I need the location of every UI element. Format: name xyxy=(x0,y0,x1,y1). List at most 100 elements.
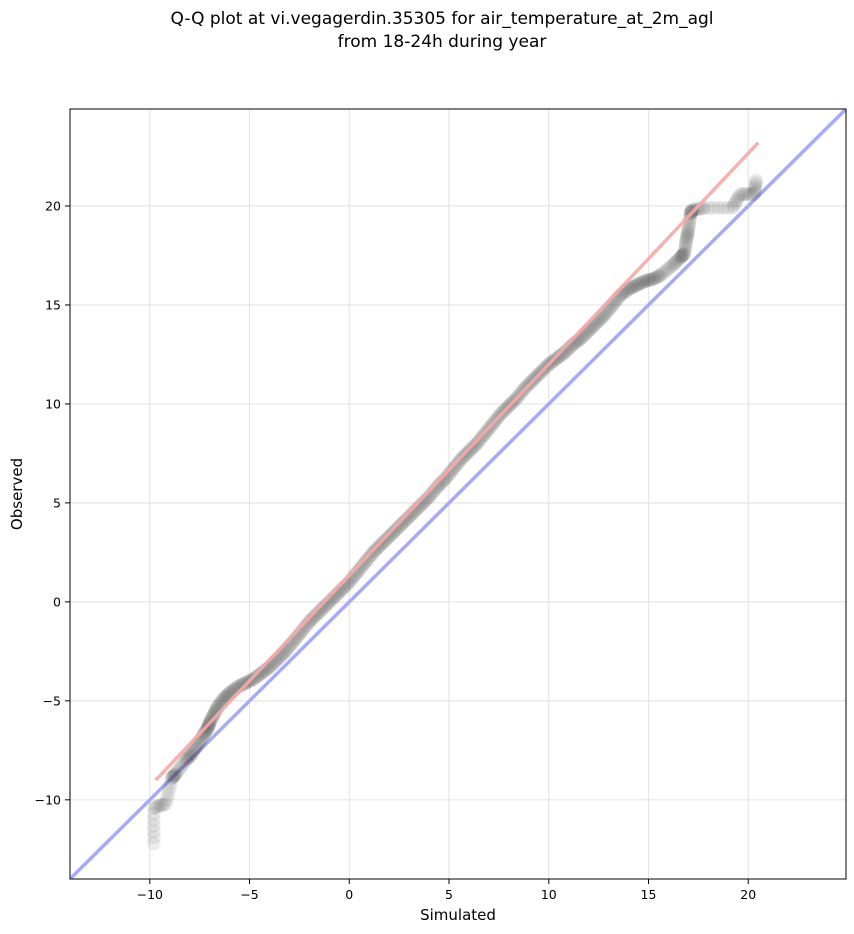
axis-ticks: −10 −5 0 5 10 15 20 −10 −5 0 5 10 15 20 xyxy=(35,198,757,902)
data-point xyxy=(251,668,266,683)
data-point xyxy=(652,268,667,283)
data-point xyxy=(156,797,171,812)
data-point xyxy=(469,436,484,451)
data-point xyxy=(678,239,693,254)
data-point xyxy=(657,264,672,279)
data-point xyxy=(159,792,174,807)
data-point xyxy=(170,764,185,779)
data-point xyxy=(394,517,409,532)
data-point xyxy=(386,525,401,540)
data-point xyxy=(748,177,763,192)
data-point xyxy=(362,550,377,565)
grid xyxy=(70,109,846,879)
data-point xyxy=(666,257,681,272)
data-point xyxy=(374,537,389,552)
data-point xyxy=(655,266,670,281)
data-point xyxy=(552,349,567,364)
data-point xyxy=(670,253,685,268)
data-point xyxy=(180,751,195,766)
data-point xyxy=(430,480,445,495)
data-point xyxy=(731,189,746,204)
data-point xyxy=(663,260,678,275)
data-point xyxy=(249,670,264,685)
plot-area-frame xyxy=(69,108,847,880)
data-point xyxy=(355,558,370,573)
data-point xyxy=(642,272,657,287)
data-point xyxy=(152,798,167,813)
data-point xyxy=(464,441,479,456)
data-point xyxy=(184,747,199,762)
data-point xyxy=(711,200,726,215)
y-tick-label: 10 xyxy=(45,396,61,411)
data-point xyxy=(166,769,181,784)
data-point xyxy=(164,771,179,786)
data-point xyxy=(681,220,696,235)
data-point xyxy=(679,230,694,245)
data-point xyxy=(678,241,693,256)
data-point xyxy=(166,769,181,784)
data-point xyxy=(388,522,403,537)
data-point xyxy=(235,677,250,692)
data-point xyxy=(748,175,763,190)
data-point xyxy=(391,520,406,535)
data-point xyxy=(465,440,480,455)
x-tick-label: −5 xyxy=(240,887,258,902)
data-point xyxy=(160,788,175,803)
y-tick-label: −10 xyxy=(35,792,61,807)
data-point xyxy=(165,770,180,785)
data-point xyxy=(146,812,161,827)
data-point xyxy=(356,556,371,571)
data-point xyxy=(148,800,163,815)
data-point xyxy=(185,745,200,760)
data-point xyxy=(358,555,373,570)
x-tick-label: 10 xyxy=(541,887,557,902)
data-point xyxy=(188,740,203,755)
data-point xyxy=(748,180,763,195)
data-point xyxy=(679,234,694,249)
data-point xyxy=(680,227,695,242)
x-tick-label: 0 xyxy=(345,887,353,902)
data-point xyxy=(555,347,570,362)
data-point xyxy=(729,194,744,209)
data-point xyxy=(247,671,262,686)
data-point xyxy=(468,437,483,452)
data-point xyxy=(645,272,660,287)
data-point xyxy=(168,767,183,782)
data-point xyxy=(749,173,764,188)
data-point xyxy=(679,232,694,247)
data-point xyxy=(626,279,641,294)
y-tick-label: 5 xyxy=(53,495,61,510)
x-tick-label: 20 xyxy=(740,887,756,902)
data-point xyxy=(396,515,411,530)
data-point xyxy=(390,521,405,536)
data-point xyxy=(735,187,750,202)
data-point xyxy=(448,458,463,473)
data-point xyxy=(472,433,487,448)
data-point xyxy=(447,460,462,475)
data-point xyxy=(309,608,324,623)
x-tick-label: 5 xyxy=(445,887,453,902)
data-point xyxy=(733,187,748,202)
data-point xyxy=(172,762,187,777)
data-point xyxy=(640,273,655,288)
data-point xyxy=(629,278,644,293)
data-point xyxy=(676,247,691,262)
data-point xyxy=(146,830,161,845)
data-point xyxy=(205,709,220,724)
data-point xyxy=(371,540,386,555)
data-point xyxy=(676,247,691,262)
data-point xyxy=(237,676,252,691)
data-point xyxy=(625,280,640,295)
data-point xyxy=(198,724,213,739)
data-point xyxy=(630,277,645,292)
data-point xyxy=(376,534,391,549)
data-point xyxy=(661,261,676,276)
data-point xyxy=(183,748,198,763)
chart-title-line2: from 18-24h during year xyxy=(337,32,547,52)
data-point xyxy=(302,614,317,629)
data-point xyxy=(675,248,690,263)
data-point xyxy=(199,722,214,737)
data-point xyxy=(359,553,374,568)
data-point xyxy=(206,707,221,722)
data-point xyxy=(307,609,322,624)
